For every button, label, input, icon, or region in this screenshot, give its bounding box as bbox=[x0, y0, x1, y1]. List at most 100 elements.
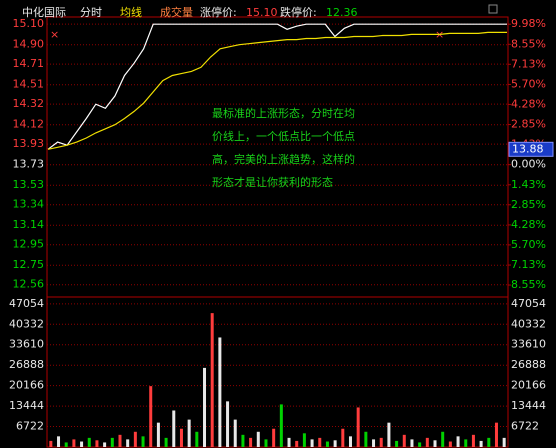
volume-bar bbox=[110, 437, 114, 447]
volume-bar bbox=[433, 440, 437, 447]
vol-label: 成交量 bbox=[160, 5, 193, 19]
volume-bar bbox=[302, 433, 306, 447]
volume-bar bbox=[479, 440, 483, 447]
window-icon[interactable] bbox=[488, 4, 498, 14]
volume-bar bbox=[395, 440, 399, 447]
y-tick-label: 15.10 bbox=[13, 17, 45, 30]
volume-bar bbox=[471, 434, 475, 447]
volume-bar bbox=[179, 428, 183, 447]
volume-bar bbox=[249, 437, 253, 447]
volume-bar bbox=[64, 442, 68, 447]
y2-tick-label: 9.98% bbox=[511, 17, 546, 30]
y2-tick-label: 5.70% bbox=[511, 238, 546, 251]
volume-bar bbox=[425, 437, 429, 447]
frame bbox=[46, 16, 509, 448]
y2-tick-label: 8.55% bbox=[511, 278, 546, 291]
volume-bar bbox=[72, 439, 76, 447]
volume-bar bbox=[310, 439, 314, 447]
volume-bar bbox=[141, 436, 145, 447]
volume-bar bbox=[126, 439, 130, 447]
volume-tick-label-right: 40332 bbox=[511, 317, 546, 330]
y-tick-label: 12.56 bbox=[13, 278, 45, 291]
y2-tick-label: 7.13% bbox=[511, 258, 546, 271]
volume-tick-label-right: 6722 bbox=[511, 420, 539, 433]
volume-bar bbox=[318, 437, 322, 447]
volume-bar bbox=[103, 442, 107, 447]
volume-bar bbox=[272, 428, 276, 447]
volume-bar bbox=[164, 437, 168, 447]
mode-label: 分时 bbox=[80, 6, 102, 19]
volume-bar bbox=[402, 434, 406, 447]
volume-bar bbox=[95, 440, 99, 447]
y-tick-label: 14.12 bbox=[13, 118, 45, 131]
volume-bar bbox=[80, 441, 84, 447]
volume-bar bbox=[502, 437, 506, 447]
volume-bar bbox=[295, 440, 299, 447]
volume-bar bbox=[456, 436, 460, 447]
y-tick-label: 13.93 bbox=[13, 137, 45, 150]
volume-bar bbox=[57, 436, 61, 447]
volume-tick-label: 40332 bbox=[9, 317, 44, 330]
volume-tick-label-right: 20166 bbox=[511, 379, 546, 392]
price-marker bbox=[508, 141, 554, 157]
volume-bar bbox=[418, 442, 422, 447]
volume-bar bbox=[49, 440, 53, 447]
volume-tick-label: 26888 bbox=[9, 358, 44, 371]
volume-bar bbox=[241, 434, 245, 447]
limit-up: 15.10 bbox=[246, 6, 278, 19]
volume-bar bbox=[387, 422, 391, 447]
y-tick-label: 13.34 bbox=[13, 198, 45, 211]
volume-bar bbox=[464, 439, 468, 447]
y2-tick-label: 4.28% bbox=[511, 218, 546, 231]
volume-bar bbox=[410, 439, 414, 447]
volume-bar bbox=[341, 428, 345, 447]
volume-bar bbox=[233, 419, 237, 447]
volume-tick-label: 13444 bbox=[9, 399, 44, 412]
volume-bar bbox=[372, 439, 376, 447]
volume-tick-label: 6722 bbox=[16, 420, 44, 433]
volume-bar bbox=[133, 431, 137, 447]
volume-bar bbox=[87, 437, 91, 447]
volume-tick-label-right: 26888 bbox=[511, 358, 546, 371]
volume-bar bbox=[379, 437, 383, 447]
y-tick-label: 13.14 bbox=[13, 218, 45, 231]
volume-bar bbox=[448, 441, 452, 447]
volume-bar bbox=[156, 422, 160, 447]
volume-bar bbox=[195, 431, 199, 447]
volume-tick-label: 47054 bbox=[9, 297, 44, 310]
volume-tick-label: 20166 bbox=[9, 379, 44, 392]
volume-bar bbox=[364, 431, 368, 447]
volume-tick-label: 33610 bbox=[9, 338, 44, 351]
volume-bar bbox=[118, 434, 122, 447]
volume-bar bbox=[348, 436, 352, 447]
volume-bar bbox=[441, 431, 445, 447]
limit-up-label: 涨停价: bbox=[200, 5, 237, 19]
volume-bar bbox=[325, 441, 329, 447]
y-tick-label: 13.53 bbox=[13, 178, 45, 191]
y2-tick-label: 2.85% bbox=[511, 118, 546, 131]
price-marker-label: 13.88 bbox=[512, 142, 544, 155]
y2-tick-label: 7.13% bbox=[511, 57, 546, 70]
y2-tick-label: 0.00% bbox=[511, 158, 546, 171]
volume-tick-label-right: 47054 bbox=[511, 297, 546, 310]
volume-bar bbox=[210, 313, 214, 447]
volume-bar bbox=[487, 437, 491, 447]
y-tick-label: 14.71 bbox=[13, 57, 45, 70]
avg-label: 均线 bbox=[120, 5, 142, 19]
annotation: 形态才是让你获利的形态 bbox=[212, 175, 333, 189]
y2-tick-label: 8.55% bbox=[511, 37, 546, 50]
marker-x: × bbox=[50, 28, 59, 41]
annotation: 价线上，一个低点比一个低点 bbox=[212, 129, 355, 143]
volume-bar bbox=[279, 404, 283, 447]
annotation: 最标准的上涨形态，分时在均 bbox=[212, 106, 355, 120]
y-tick-label: 14.51 bbox=[13, 78, 45, 91]
volume-bar bbox=[172, 410, 176, 447]
volume-tick-label-right: 33610 bbox=[511, 338, 546, 351]
volume-bar bbox=[287, 437, 291, 447]
volume-bar bbox=[256, 431, 260, 447]
volume-bar bbox=[187, 419, 191, 447]
volume-bar bbox=[356, 407, 360, 447]
volume-bar bbox=[218, 337, 222, 447]
